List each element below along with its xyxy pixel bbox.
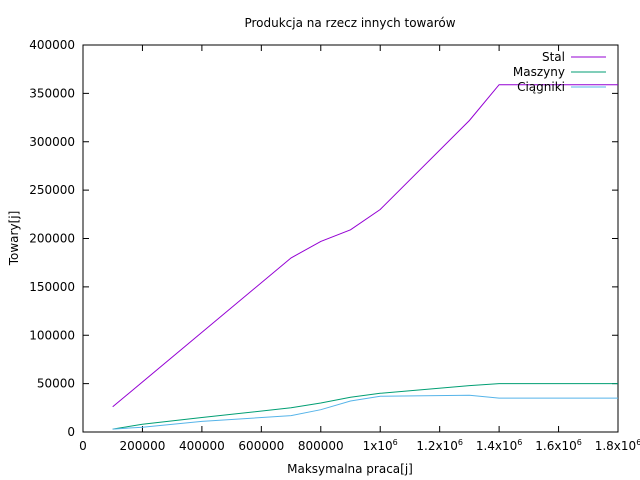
y-tick-label: 200000 <box>29 232 75 246</box>
y-tick-label: 150000 <box>29 280 75 294</box>
x-tick-label-exponent: 6 <box>636 438 640 447</box>
legend-label: Maszyny <box>513 65 565 79</box>
x-tick-label-base: 1.6x10 <box>535 439 576 453</box>
x-tick-label-base: 200000 <box>120 439 166 453</box>
x-tick-label-exponent: 6 <box>458 438 463 447</box>
x-tick-label-base: 600000 <box>238 439 284 453</box>
legend-label: Stal <box>542 50 565 64</box>
x-tick-label-base: 800000 <box>298 439 344 453</box>
series-line-Stal <box>112 84 618 408</box>
y-tick-label: 0 <box>67 425 75 439</box>
y-tick-label: 400000 <box>29 38 75 52</box>
series-line-Maszyny <box>112 383 618 430</box>
x-tick-label-exponent: 6 <box>517 438 522 447</box>
y-tick-label: 350000 <box>29 86 75 100</box>
x-tick-label-base: 1.2x10 <box>416 439 457 453</box>
x-tick-label: 1.4x106 <box>476 438 523 453</box>
x-tick-label: 1.2x106 <box>416 438 463 453</box>
x-tick-label: 600000 <box>238 439 284 453</box>
chart-title: Produkcja na rzecz innych towarów <box>244 16 455 30</box>
series-lines <box>112 84 618 430</box>
x-tick-label: 1x106 <box>363 438 398 453</box>
plot-frame <box>82 44 619 433</box>
y-tick-label: 250000 <box>29 183 75 197</box>
x-tick-label-base: 1.8x10 <box>595 439 636 453</box>
x-tick-label-base: 400000 <box>179 439 225 453</box>
legend-label: Ciągniki <box>517 80 565 94</box>
y-tick-label: 300000 <box>29 135 75 149</box>
x-tick-label: 1.8x106 <box>595 438 640 453</box>
y-tick-label: 50000 <box>37 377 75 391</box>
x-tick-label: 400000 <box>179 439 225 453</box>
x-tick-label: 800000 <box>298 439 344 453</box>
series-line-Ciągniki <box>112 394 618 430</box>
x-tick-label: 200000 <box>120 439 166 453</box>
x-tick-label-exponent: 6 <box>393 438 398 447</box>
x-tick-label: 0 <box>79 439 87 453</box>
x-tick-label: 1.6x106 <box>535 438 582 453</box>
y-tick-label: 100000 <box>29 328 75 342</box>
x-tick-label-base: 0 <box>79 439 87 453</box>
x-tick-label-base: 1.4x10 <box>476 439 517 453</box>
x-tick-label-base: 1x10 <box>363 439 393 453</box>
x-tick-label-exponent: 6 <box>577 438 582 447</box>
x-axis-label: Maksymalna praca[j] <box>287 462 413 476</box>
y-axis-label: Towary[j] <box>7 211 21 267</box>
axis-ticks: 0 50000 100000 150000 200000 250000 300000 3500… <box>29 38 640 453</box>
